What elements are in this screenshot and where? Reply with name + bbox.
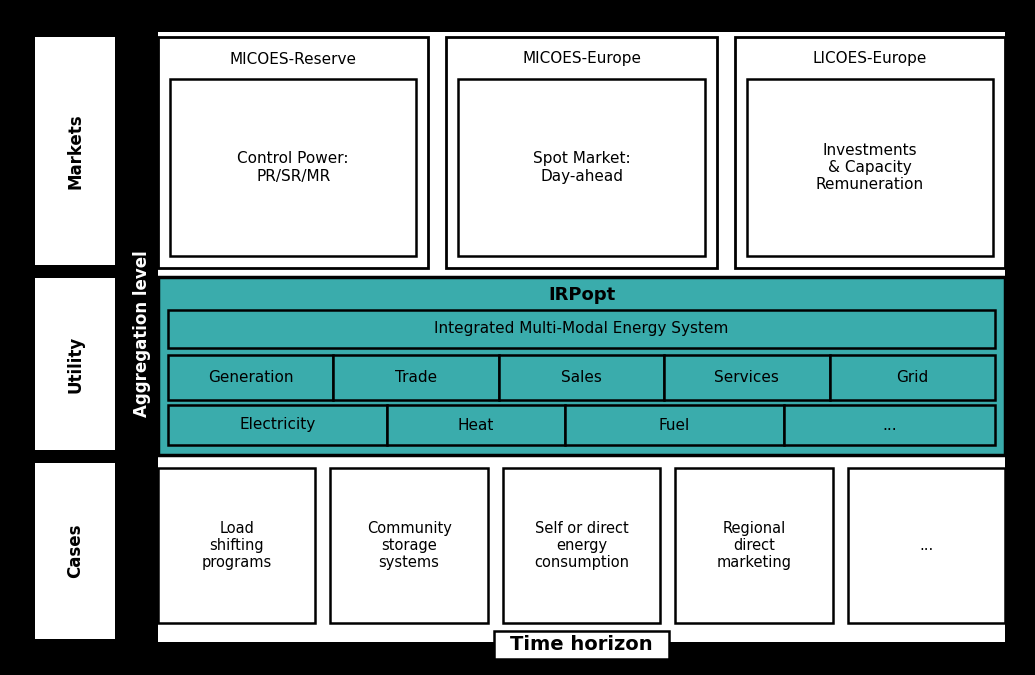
Text: Generation: Generation <box>208 370 294 385</box>
Bar <box>35 37 115 265</box>
Text: LICOES-Europe: LICOES-Europe <box>812 51 927 67</box>
Text: Electricity: Electricity <box>239 418 316 433</box>
Bar <box>785 405 995 445</box>
Text: Sales: Sales <box>561 370 602 385</box>
Bar <box>158 468 316 623</box>
Bar <box>746 79 993 256</box>
Bar <box>333 355 499 400</box>
Text: Cases: Cases <box>66 524 84 578</box>
Bar <box>28 32 158 642</box>
Text: Grid: Grid <box>896 370 928 385</box>
Text: Services: Services <box>714 370 779 385</box>
Bar <box>830 355 995 400</box>
Text: MICOES-Europe: MICOES-Europe <box>522 51 641 67</box>
Bar <box>387 405 565 445</box>
Text: MICOES-Reserve: MICOES-Reserve <box>230 51 357 67</box>
Bar <box>664 355 830 400</box>
Bar <box>158 37 428 268</box>
Text: Spot Market:
Day-ahead: Spot Market: Day-ahead <box>533 151 630 184</box>
Bar <box>170 79 416 256</box>
Text: Trade: Trade <box>395 370 437 385</box>
Text: Heat: Heat <box>457 418 495 433</box>
Bar <box>35 463 115 639</box>
Bar <box>459 79 705 256</box>
Text: IRPopt: IRPopt <box>548 286 615 304</box>
Bar <box>848 468 1005 623</box>
Bar <box>446 37 716 268</box>
Bar <box>35 278 115 450</box>
Text: Time horizon: Time horizon <box>510 635 653 655</box>
Bar <box>168 310 995 348</box>
Bar <box>565 405 785 445</box>
Text: Self or direct
energy
consumption: Self or direct energy consumption <box>534 520 629 570</box>
Text: Markets: Markets <box>66 113 84 189</box>
Text: Control Power:
PR/SR/MR: Control Power: PR/SR/MR <box>237 151 349 184</box>
Bar <box>158 277 1005 455</box>
Bar <box>168 355 333 400</box>
Text: Community
storage
systems: Community storage systems <box>366 520 451 570</box>
Bar <box>330 468 487 623</box>
Text: ...: ... <box>919 538 934 553</box>
Bar <box>675 468 832 623</box>
Text: Load
shifting
programs: Load shifting programs <box>202 520 272 570</box>
Text: Utility: Utility <box>66 335 84 393</box>
Text: Regional
direct
marketing: Regional direct marketing <box>716 520 792 570</box>
Text: Aggregation level: Aggregation level <box>134 250 151 417</box>
Text: Fuel: Fuel <box>659 418 690 433</box>
Text: Integrated Multi-Modal Energy System: Integrated Multi-Modal Energy System <box>435 321 729 337</box>
Bar <box>503 468 660 623</box>
Bar <box>735 37 1005 268</box>
Bar <box>494 631 669 659</box>
Text: Investments
& Capacity
Remuneration: Investments & Capacity Remuneration <box>816 142 924 192</box>
Bar <box>499 355 664 400</box>
Bar <box>168 405 387 445</box>
Text: ...: ... <box>882 418 897 433</box>
